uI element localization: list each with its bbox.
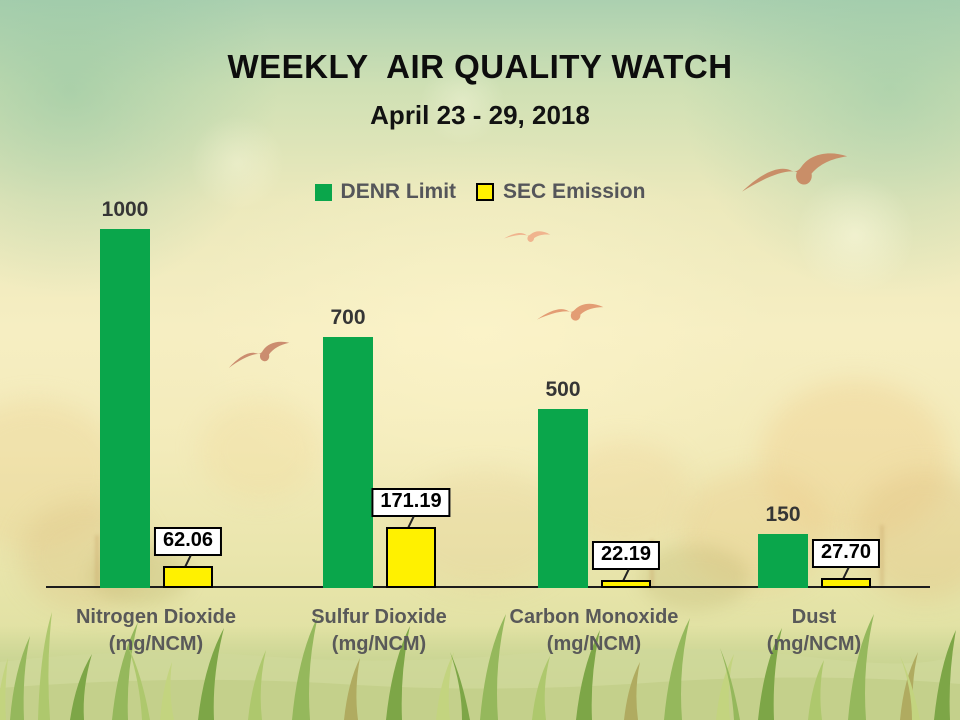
denr-limit-bar [538, 409, 588, 588]
chart-legend: DENR Limit SEC Emission [0, 180, 960, 204]
sec-emission-value-box: 27.70 [811, 539, 881, 568]
category-label-carbon-monoxide: Carbon Monoxide (mg/NCM) [509, 606, 679, 655]
category-label-nitrogen-dioxide: Nitrogen Dioxide (mg/NCM) [75, 606, 236, 655]
page-title: WEEKLY AIR QUALITY WATCH [227, 48, 733, 85]
sec-emission-value-box: 171.19 [371, 488, 451, 517]
sec-emission-bar [601, 580, 651, 588]
denr-limit-bar [100, 229, 150, 588]
tree-silhouette [200, 400, 320, 500]
sec-emission-value-box: 22.19 [591, 541, 661, 570]
sec-emission-value-box: 62.06 [153, 527, 223, 556]
denr-limit-bar [323, 337, 373, 588]
grass-decoration [0, 612, 960, 720]
legend-label: DENR Limit [340, 180, 457, 203]
sky-tint-right [680, 0, 960, 300]
sec-emission-bar [163, 566, 213, 588]
legend-label: SEC Emission [503, 180, 646, 203]
legend-item-denr-limit: DENR Limit [314, 180, 457, 204]
denr-limit-swatch-icon [314, 183, 332, 201]
tree-trunk [95, 535, 99, 587]
denr-limit-value-label: 150 [765, 503, 801, 526]
page-subtitle: April 23 - 29, 2018 [370, 100, 590, 130]
x-axis-line [46, 586, 930, 588]
denr-limit-value-label: 500 [545, 378, 581, 401]
denr-limit-value-label: 700 [330, 306, 366, 329]
sec-emission-bar [821, 578, 871, 588]
category-label-sulfur-dioxide: Sulfur Dioxide (mg/NCM) [311, 606, 447, 655]
sec-emission-bar [386, 527, 436, 588]
denr-limit-bar [758, 534, 808, 588]
denr-limit-value-label: 1000 [101, 198, 149, 221]
bird-icon [228, 341, 290, 368]
sec-emission-swatch-icon [476, 183, 495, 201]
legend-item-sec-emission: SEC Emission [476, 180, 645, 204]
bird-icon [503, 231, 551, 242]
bird-icon [536, 303, 604, 321]
category-label-dust: Dust (mg/NCM) [766, 606, 862, 655]
tree-trunk [880, 525, 884, 587]
